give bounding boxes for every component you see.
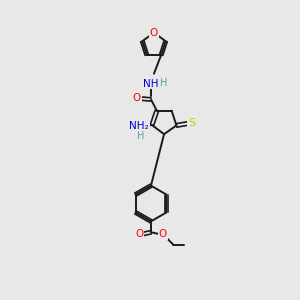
- Text: S: S: [188, 118, 195, 128]
- Text: H: H: [137, 131, 144, 141]
- Text: NH: NH: [143, 79, 159, 88]
- Text: O: O: [133, 94, 141, 103]
- Text: O: O: [135, 229, 143, 239]
- Text: O: O: [150, 28, 158, 38]
- Text: H: H: [160, 78, 168, 88]
- Text: NH₂: NH₂: [129, 121, 149, 131]
- Text: O: O: [159, 229, 167, 239]
